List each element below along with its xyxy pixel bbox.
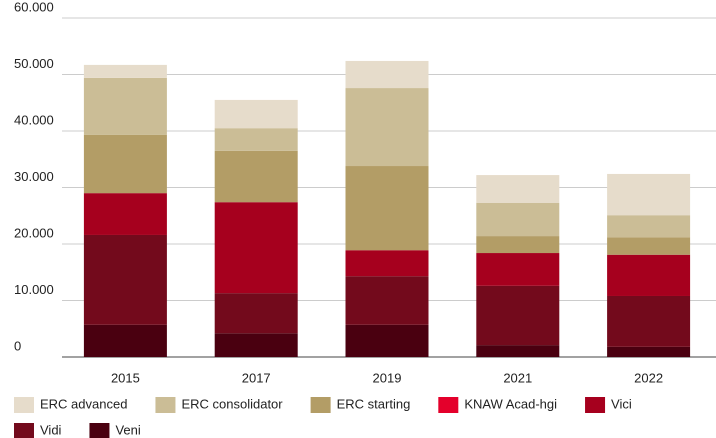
bar-segment xyxy=(607,346,691,357)
y-tick-label: 10.000 xyxy=(14,282,54,297)
bar-segment xyxy=(83,134,167,194)
legend-label: Vici xyxy=(611,396,632,411)
bar-segment xyxy=(345,88,429,167)
bar-segment xyxy=(607,254,691,296)
bar-segment xyxy=(214,333,298,357)
legend-swatch xyxy=(310,397,331,413)
legend-swatch xyxy=(585,397,606,413)
bar-segment xyxy=(83,193,167,235)
bar-segment xyxy=(476,175,560,203)
y-tick-label: 60.000 xyxy=(14,0,54,14)
bar-segment xyxy=(345,250,429,277)
bar-segment xyxy=(607,173,691,216)
y-tick-label: 30.000 xyxy=(14,169,54,184)
legend-swatch xyxy=(14,397,34,413)
bar-segment xyxy=(476,253,560,286)
bar-segment xyxy=(345,324,429,357)
bar-segment xyxy=(476,236,560,254)
bar-segment xyxy=(83,234,167,325)
legend-label: Vidi xyxy=(40,422,62,437)
bar-segment xyxy=(83,77,167,135)
legend-swatch xyxy=(438,397,459,413)
legend-swatch xyxy=(14,423,34,438)
legend-label: ERC advanced xyxy=(40,396,127,411)
bar-segment xyxy=(345,276,429,325)
bar-segment xyxy=(607,215,691,238)
bar-segment xyxy=(607,295,691,347)
x-tick-label: 2015 xyxy=(111,370,140,385)
bar-segment xyxy=(214,99,298,129)
y-tick-label: 0 xyxy=(14,338,21,353)
legend-swatch xyxy=(89,423,110,438)
bar-segment xyxy=(345,166,429,251)
bar-segment xyxy=(214,150,298,203)
bar-segment xyxy=(83,64,167,78)
y-tick-label: 50.000 xyxy=(14,56,54,71)
bar-segment xyxy=(607,237,691,255)
x-tick-label: 2019 xyxy=(373,370,402,385)
legend-label: ERC consolidator xyxy=(181,396,283,411)
legend-label: Veni xyxy=(115,422,140,437)
x-tick-label: 2021 xyxy=(503,370,532,385)
bar-segment xyxy=(476,345,560,357)
y-tick-label: 40.000 xyxy=(14,112,54,127)
bar-segment xyxy=(214,128,298,151)
legend-label: KNAW Acad-hgi xyxy=(464,396,557,411)
legend-swatch xyxy=(155,397,176,413)
legend-label: ERC starting xyxy=(337,396,411,411)
x-tick-label: 2017 xyxy=(242,370,271,385)
x-tick-label: 2022 xyxy=(634,370,663,385)
bar-segment xyxy=(214,293,298,334)
y-tick-label: 20.000 xyxy=(14,225,54,240)
bar-segment xyxy=(476,202,560,237)
bar-segment xyxy=(214,202,298,294)
bar-segment xyxy=(345,60,429,89)
bar-segment xyxy=(476,285,560,346)
bar-segment xyxy=(83,324,167,357)
